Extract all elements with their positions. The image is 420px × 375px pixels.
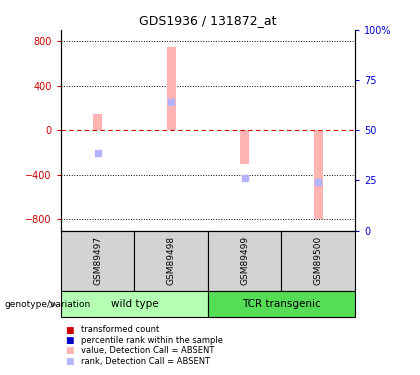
Bar: [167, 47, 176, 130]
Text: wild type: wild type: [110, 299, 158, 309]
Bar: [61, 231, 134, 291]
Bar: [93, 114, 102, 130]
Text: percentile rank within the sample: percentile rank within the sample: [81, 336, 223, 345]
Text: GSM89498: GSM89498: [167, 236, 176, 285]
Text: rank, Detection Call = ABSENT: rank, Detection Call = ABSENT: [81, 357, 210, 366]
Bar: [240, 130, 249, 164]
Text: ■: ■: [65, 336, 73, 345]
Text: ■: ■: [65, 326, 73, 334]
Bar: [134, 231, 208, 291]
Title: GDS1936 / 131872_at: GDS1936 / 131872_at: [139, 15, 277, 27]
Text: TCR transgenic: TCR transgenic: [242, 299, 321, 309]
Text: value, Detection Call = ABSENT: value, Detection Call = ABSENT: [81, 346, 215, 355]
Text: transformed count: transformed count: [81, 326, 159, 334]
Text: GSM89500: GSM89500: [314, 236, 323, 285]
Text: genotype/variation: genotype/variation: [4, 300, 90, 309]
Bar: [208, 231, 281, 291]
Bar: [208, 291, 355, 317]
Text: GSM89499: GSM89499: [240, 236, 249, 285]
Bar: [61, 291, 208, 317]
Text: GSM89497: GSM89497: [93, 236, 102, 285]
Bar: [281, 231, 355, 291]
Bar: [314, 130, 323, 219]
Text: ■: ■: [65, 357, 73, 366]
Text: ■: ■: [65, 346, 73, 355]
